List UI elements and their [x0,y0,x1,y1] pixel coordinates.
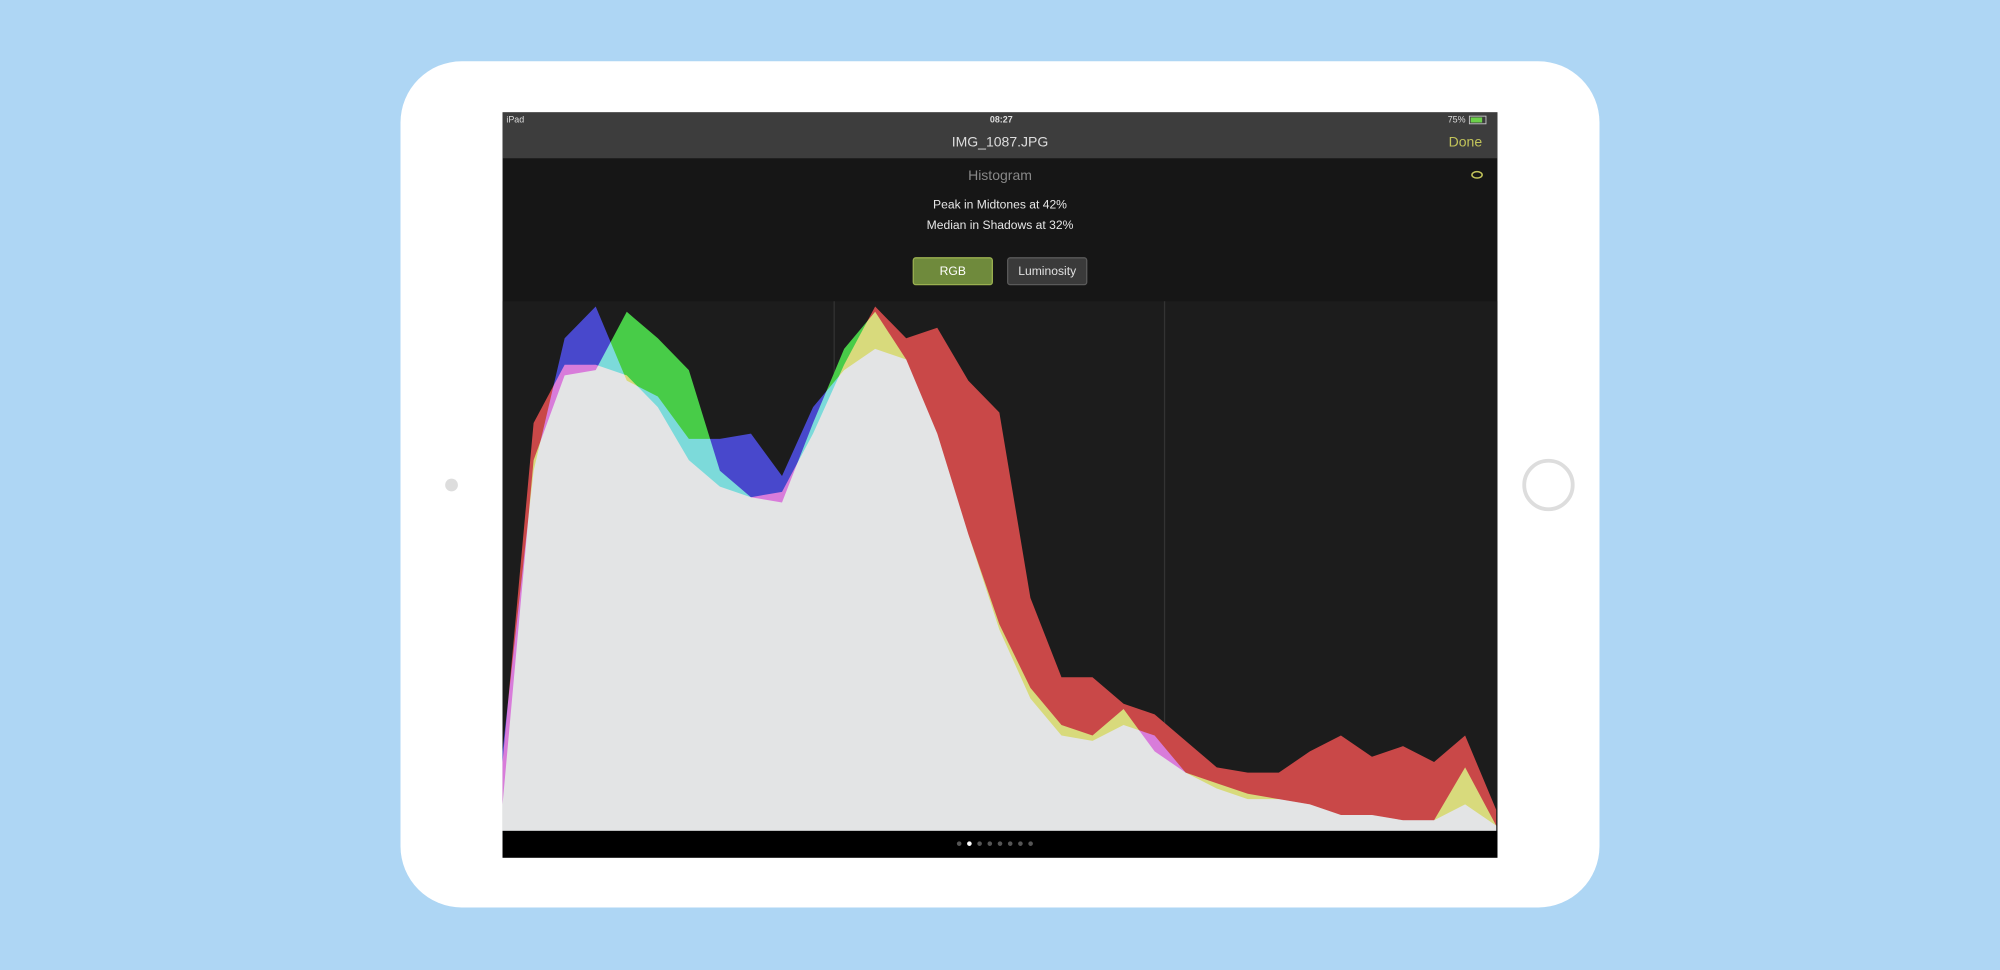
battery-level: 75% [1448,114,1466,124]
battery-icon [1468,115,1487,125]
page-dot[interactable] [997,841,1003,846]
peak-line: Peak in Midtones at 42% [933,198,1067,212]
luminosity-label[interactable]: Luminosity [1018,264,1077,278]
panel-title: Histogram [968,167,1032,183]
rgb-button[interactable] [912,257,993,286]
eye-icon[interactable] [1471,170,1483,179]
median-line: Median in Shadows at 32% [927,218,1074,232]
page-dot[interactable] [1028,841,1033,846]
page-dot[interactable] [987,841,993,846]
rgb-label[interactable]: RGB [940,264,966,278]
luminosity-button[interactable] [1007,257,1088,286]
page-dot[interactable] [967,841,972,846]
camera [445,478,458,492]
page-dot[interactable] [1007,841,1013,846]
page-dot[interactable] [1018,841,1023,846]
clock: 08:27 [990,114,1013,124]
done-button[interactable]: Done [1449,134,1483,150]
channel-area [502,306,1497,831]
home-button[interactable] [1522,458,1575,512]
page-dot[interactable] [977,841,982,846]
histogram [502,306,1497,831]
page-dot[interactable] [956,841,962,846]
nav-bar [502,112,1498,159]
page-dots [956,841,1033,846]
nav-title: IMG_1087.JPG [952,134,1049,150]
device-label: iPad [506,114,524,124]
battery-fill [1470,117,1483,123]
